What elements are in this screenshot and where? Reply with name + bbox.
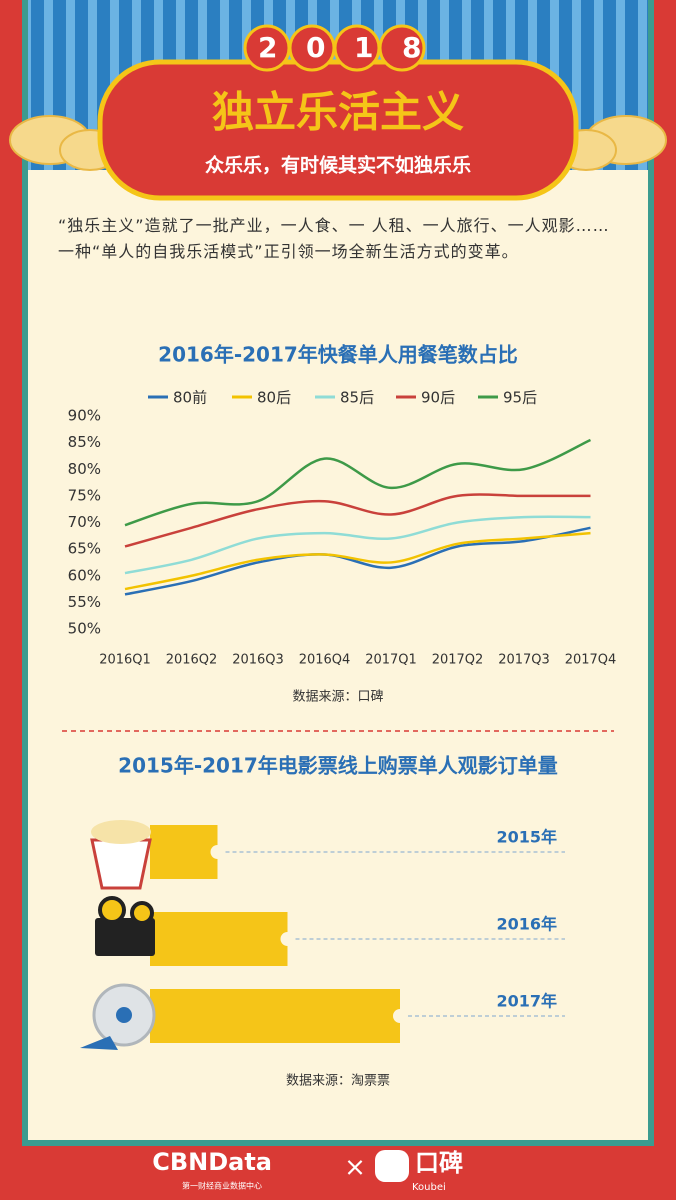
ticket-notch (210, 845, 225, 859)
main-title: 独立乐活主义 (212, 88, 464, 137)
subtitle: 众乐乐，有时候其实不如独乐乐 (205, 154, 471, 177)
y-tick-label: 75% (68, 486, 101, 504)
series-line (124, 515, 591, 575)
x-tick-label: 2016Q3 (232, 653, 284, 668)
x-tick-label: 2017Q2 (432, 653, 484, 668)
title-banner (97, 59, 579, 201)
series-line (124, 493, 591, 548)
legend-label: 85后 (340, 389, 374, 407)
brand: CBNData (152, 1148, 272, 1176)
x-tick-label: 2017Q1 (365, 653, 417, 668)
brand-sub: 第一财经商业数据中心 (182, 1181, 262, 1191)
y-tick-label: 65% (68, 540, 101, 558)
intro-text: “独乐主义”造就了一批产业，一人食、一 人租、一人旅行、一人观影……一种“单人的… (58, 216, 610, 261)
line-chart-source: 数据来源：口碑 (292, 689, 383, 705)
series-line (124, 526, 591, 596)
line-chart-title: 2016年-2017年快餐单人用餐笔数占比 (158, 343, 518, 367)
year-label: 2017年 (496, 992, 557, 1011)
y-tick-label: 60% (68, 566, 101, 584)
legend-label: 80后 (257, 389, 291, 407)
camera-reel (98, 896, 126, 924)
year: 2018 (258, 31, 450, 64)
x-tick-label: 2016Q2 (166, 653, 218, 668)
legend-label: 95后 (503, 389, 537, 407)
partner: 口碑 (415, 1149, 463, 1177)
x-tick-label: 2016Q4 (299, 653, 351, 668)
ticket-notch (280, 932, 295, 946)
popcorn-icon (90, 838, 152, 890)
film-reel-hub (116, 1007, 132, 1023)
ticket-bar (150, 989, 400, 1043)
bar-chart-title: 2015年-2017年电影票线上购票单人观影订单量 (118, 754, 558, 778)
y-tick-label: 50% (68, 620, 101, 638)
separator-x: × (344, 1153, 366, 1183)
ticket-bar (150, 825, 218, 879)
film-tail (80, 1036, 118, 1050)
year-label: 2016年 (496, 915, 557, 934)
popcorn-top (91, 820, 151, 844)
camera-reel (130, 901, 154, 925)
y-tick-label: 70% (68, 513, 101, 531)
x-tick-label: 2016Q1 (99, 653, 151, 668)
year-circles (243, 24, 426, 72)
bar-chart-source: 数据来源：淘票票 (286, 1074, 390, 1089)
x-tick-label: 2017Q3 (498, 653, 550, 668)
y-tick-label: 55% (68, 593, 101, 611)
ticket-notch (393, 1009, 407, 1023)
x-tick-label: 2017Q4 (565, 653, 617, 668)
series-line (124, 531, 591, 591)
ticket-bar (150, 912, 288, 966)
legend-label: 90后 (421, 389, 455, 407)
year-label: 2015年 (496, 828, 557, 847)
camera-icon (95, 918, 155, 956)
y-tick-label: 85% (68, 433, 101, 451)
partner-sub: Koubei (412, 1182, 446, 1193)
y-tick-label: 80% (68, 460, 101, 478)
y-tick-label: 90% (68, 407, 101, 425)
intro-box: “独乐主义”造就了一批产业，一人食、一 人租、一人旅行、一人观影……一种“单人的… (58, 216, 610, 261)
koubei-icon (375, 1150, 409, 1182)
series-line (124, 438, 592, 527)
legend-label: 80前 (173, 389, 207, 407)
